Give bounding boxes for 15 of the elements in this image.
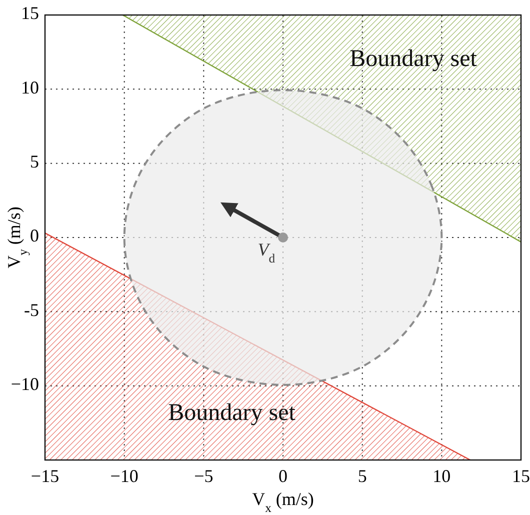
- x-tick-label: 5: [358, 466, 367, 486]
- series-label: V$_{d}$: [258, 240, 276, 266]
- x-tick-label: −10: [110, 466, 138, 486]
- y-tick-label: -5: [24, 300, 39, 320]
- x-axis-title: V$_{x}$ (m/s): [252, 489, 314, 515]
- x-tick-label: −15: [30, 466, 60, 486]
- x-tick-label: 0: [278, 466, 288, 486]
- y-tick-label: 15: [21, 3, 39, 24]
- y-tick-label: 10: [21, 77, 39, 98]
- y-tick-label: −10: [10, 374, 39, 394]
- x-tick-label: −5: [194, 466, 214, 486]
- x-tick-label: 10: [432, 466, 451, 486]
- y-tick-label: 0: [30, 226, 39, 246]
- y-tick-label: 5: [30, 151, 39, 172]
- x-tick-label: 15: [512, 466, 530, 486]
